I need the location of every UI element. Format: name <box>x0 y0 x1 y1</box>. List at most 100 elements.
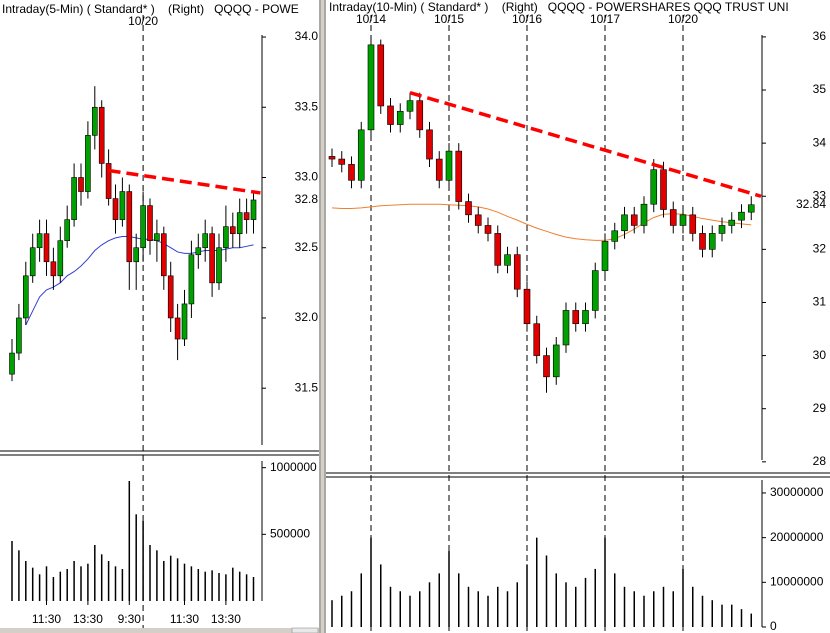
candle-body <box>195 247 202 256</box>
scrollbar[interactable] <box>0 628 319 633</box>
candle-body <box>396 110 404 125</box>
volume-tick-label: 20000000 <box>770 530 824 544</box>
y-tick-label: 30 <box>813 348 827 362</box>
candle-body <box>98 106 105 164</box>
y-tick-label: 34 <box>813 135 827 149</box>
candle-body <box>338 158 346 165</box>
candle-body <box>367 44 375 131</box>
last-price-label: 32.8 <box>295 192 319 206</box>
y-tick-label: 33 <box>813 188 827 202</box>
candle-body <box>377 44 385 107</box>
scroll-button[interactable] <box>291 627 319 633</box>
candle-body <box>552 344 560 378</box>
volume-tick-label: 1000000 <box>270 460 317 474</box>
candle-body <box>601 241 609 271</box>
y-tick-label: 33.0 <box>295 170 319 184</box>
candle-body <box>9 352 15 375</box>
x-tick-label: 13:30 <box>73 612 103 626</box>
x-tick-label: 11:30 <box>32 612 61 626</box>
candle-body <box>523 288 531 325</box>
moving-average <box>331 203 752 241</box>
candle-body <box>484 225 492 234</box>
candle-body <box>474 214 482 226</box>
candle-body <box>562 310 570 346</box>
trendline <box>108 168 261 195</box>
candle-body <box>29 247 36 277</box>
date-marker-label: 10/17 <box>590 12 620 26</box>
candle-body <box>43 233 50 263</box>
candle-body <box>699 233 706 250</box>
candle-body <box>161 233 167 277</box>
volume-tick-label: 30000000 <box>770 485 824 499</box>
candle-body <box>718 225 726 234</box>
candle-body <box>126 191 133 263</box>
candle-body <box>243 212 250 220</box>
candle-body <box>112 198 119 220</box>
candle-body <box>188 254 195 305</box>
candle-body <box>202 233 208 249</box>
candle-body <box>679 214 687 226</box>
candle-body <box>140 205 146 249</box>
candle-body <box>445 150 453 181</box>
candle-body <box>348 164 355 181</box>
trendline <box>409 90 762 198</box>
date-marker-label: 10/16 <box>512 12 542 26</box>
candle-body <box>209 233 215 284</box>
x-tick-label: 11:30 <box>170 612 199 626</box>
candle-body <box>738 211 745 221</box>
candle-body <box>236 212 243 234</box>
candle-body <box>64 219 70 242</box>
candle-body <box>133 247 139 263</box>
candle-body <box>455 150 463 202</box>
candle-body <box>147 205 153 242</box>
date-marker-label: 10/20 <box>668 12 698 26</box>
candle-body <box>22 275 29 319</box>
candle-body <box>543 355 550 378</box>
candle-body <box>630 214 638 226</box>
candle-body <box>435 158 443 181</box>
candle-body <box>494 233 502 266</box>
candle-body <box>36 233 43 249</box>
candle-body <box>426 129 433 160</box>
candle-body <box>572 310 580 325</box>
candle-body <box>174 317 181 340</box>
y-tick-label: 32.5 <box>295 240 319 254</box>
y-tick-label: 32 <box>813 242 827 256</box>
candle-body <box>621 214 628 232</box>
candle-body <box>167 275 174 319</box>
candle-body <box>611 230 619 242</box>
candle-body <box>230 226 236 234</box>
panel-divider <box>319 0 326 633</box>
candle-body <box>650 169 658 205</box>
y-tick-label: 34.0 <box>295 29 319 43</box>
candle-body <box>223 226 229 249</box>
candle-body <box>154 233 160 242</box>
moving-average <box>25 235 254 326</box>
candle-body <box>119 191 126 220</box>
candle-body <box>16 317 22 354</box>
date-marker-label: 10/14 <box>356 12 386 26</box>
candle-body <box>406 100 414 112</box>
candle-body <box>92 106 98 136</box>
candle-body <box>728 219 736 226</box>
y-tick-label: 31 <box>813 295 827 309</box>
candle-body <box>504 254 511 266</box>
candle-body <box>660 169 667 210</box>
chart-title: Intraday(5-Min) ( Standard* ) (Right) QQ… <box>2 2 299 16</box>
date-marker-label: 10/15 <box>434 12 464 26</box>
candle-body <box>50 261 57 277</box>
y-tick-label: 35 <box>813 82 827 96</box>
candle-body <box>416 100 424 131</box>
candle-body <box>387 105 394 125</box>
candle-body <box>708 233 716 250</box>
volume-tick-label: 500000 <box>270 527 310 541</box>
candle-body <box>78 177 84 192</box>
chart-title: Intraday(10-Min) ( Standard* ) (Right) Q… <box>329 0 789 14</box>
last-price-label: 32.84 <box>796 197 826 211</box>
volume-tick-label: 10000000 <box>770 574 824 588</box>
date-marker-label: 10/20 <box>128 14 158 28</box>
candle-body <box>747 204 755 213</box>
candle-body <box>328 156 336 160</box>
